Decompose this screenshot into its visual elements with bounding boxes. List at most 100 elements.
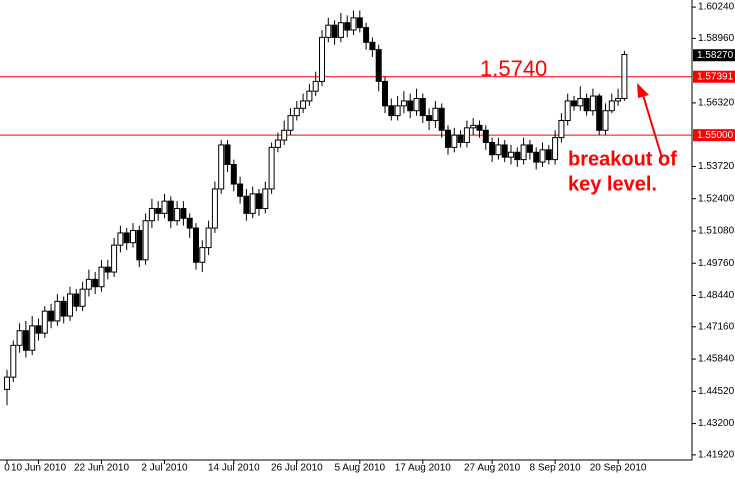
candle-body <box>54 300 61 322</box>
arrow-head <box>637 83 649 98</box>
candle-body <box>104 266 111 273</box>
candle-body <box>589 95 596 112</box>
y-tick-label: 1.48440 <box>698 290 735 301</box>
x-tick-label: 8 Sep 2010 <box>530 463 582 474</box>
candle-body <box>48 310 55 322</box>
candle-body <box>369 41 376 51</box>
candle-body <box>98 266 105 288</box>
candle-body <box>615 98 622 102</box>
candle-body <box>558 119 565 139</box>
candle-body <box>10 344 17 378</box>
candle-body <box>67 293 73 317</box>
candle-body <box>92 278 99 288</box>
candle-body <box>413 98 420 112</box>
candle-body <box>571 100 577 107</box>
candle-body <box>85 278 92 290</box>
candle-body <box>312 80 319 92</box>
candle-body <box>111 244 118 273</box>
candle-body <box>281 129 288 141</box>
x-tick-label: 27 Aug 2010 <box>464 463 521 474</box>
x-tick-label: 5 Aug 2010 <box>334 463 385 474</box>
candle-body <box>73 293 80 307</box>
x-tick-label: 20 Sep 2010 <box>590 463 647 474</box>
candle-body <box>526 144 533 153</box>
price-label: 1.58270 <box>697 50 734 61</box>
candle-body <box>130 229 136 244</box>
candle-body <box>224 144 231 165</box>
candle-body <box>564 100 571 121</box>
breakout-annotation: breakout of <box>568 148 677 170</box>
candle-body <box>256 193 262 209</box>
candle-body <box>142 220 149 261</box>
y-tick-label: 1.52400 <box>698 193 735 204</box>
candle-body <box>205 227 212 249</box>
candle-body <box>300 100 307 109</box>
y-tick-label: 1.53720 <box>698 161 735 172</box>
candle-body <box>533 151 540 163</box>
candle-body <box>287 115 294 131</box>
candle-body <box>218 144 225 190</box>
candle-body <box>482 129 489 143</box>
candle-body <box>325 24 332 38</box>
candle-body <box>180 207 187 219</box>
candle-body <box>274 139 281 148</box>
x-tick-label: 0 <box>4 463 10 474</box>
candle-body <box>155 207 162 214</box>
candle-body <box>123 232 130 244</box>
candle-body <box>363 27 370 43</box>
candle-body <box>41 310 48 334</box>
y-tick-label: 1.60240 <box>698 2 735 13</box>
candle-body <box>489 141 496 156</box>
candle-body <box>16 330 23 346</box>
candle-body <box>35 325 42 334</box>
candle-body <box>306 90 313 102</box>
candle-body <box>539 149 546 163</box>
level-label-box <box>693 70 735 83</box>
candle-body <box>426 115 433 121</box>
candle-body <box>400 100 407 107</box>
candle-body <box>520 144 527 161</box>
candle-body <box>167 200 174 222</box>
candle-body <box>451 134 458 148</box>
candle-body <box>602 110 609 131</box>
y-tick-label: 1.56320 <box>698 98 735 109</box>
candle-body <box>457 134 464 143</box>
candle-body <box>262 188 269 209</box>
candle-body <box>476 124 483 131</box>
candle-body <box>407 100 414 112</box>
y-tick-label: 1.44520 <box>698 386 735 397</box>
candle-body <box>445 129 451 148</box>
y-tick-label: 1.41920 <box>698 450 735 461</box>
candle-body <box>577 98 584 107</box>
y-tick-label: 1.47160 <box>698 321 735 332</box>
candle-body <box>60 300 67 317</box>
x-tick-label: 10 Jun 2010 <box>11 463 66 474</box>
price-label-box <box>693 49 735 62</box>
candle-body <box>249 193 256 214</box>
level-label-box <box>693 129 735 142</box>
candle-body <box>508 151 514 158</box>
candle-body <box>382 80 388 107</box>
candle-body <box>463 127 470 143</box>
candle-body <box>293 107 300 117</box>
candle-body <box>388 105 395 117</box>
candle-body <box>552 137 559 161</box>
candle-body <box>583 98 590 112</box>
candle-body <box>432 107 439 121</box>
candle-body <box>337 22 344 38</box>
candle-body <box>331 24 338 38</box>
candle-body <box>438 107 445 131</box>
candle-body <box>514 151 521 161</box>
candle-body <box>268 146 275 190</box>
candle-body <box>495 144 502 156</box>
candle-body <box>608 100 615 112</box>
candle-body <box>237 183 244 197</box>
candle-body <box>419 98 426 117</box>
candle-body <box>136 229 143 261</box>
candle-body <box>319 36 325 82</box>
candle-body <box>243 195 250 214</box>
candle-body <box>230 163 237 185</box>
candle-body <box>186 217 193 229</box>
candle-body <box>211 188 218 229</box>
